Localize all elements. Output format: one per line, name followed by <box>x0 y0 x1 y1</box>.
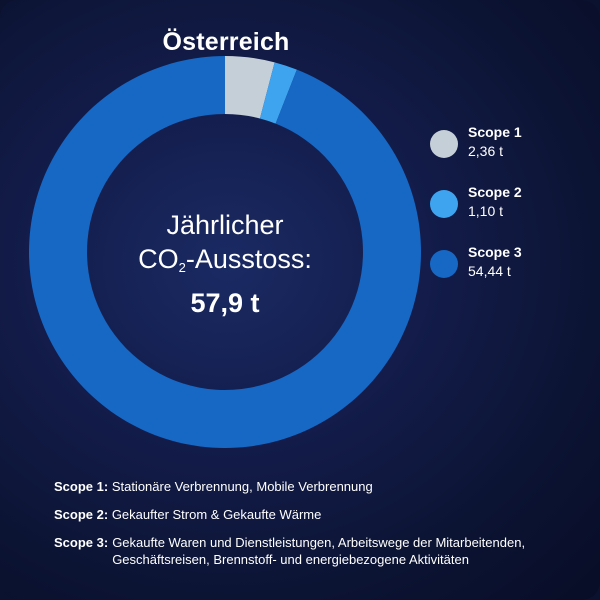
note-scope-3: Scope 3: Gekaufte Waren und Dienstleistu… <box>54 534 594 568</box>
legend-value: 1,10 t <box>468 203 504 219</box>
total-value: 57,9 t <box>190 288 260 318</box>
co2-prefix: CO <box>138 244 179 274</box>
note-label: Scope 1: <box>54 479 109 494</box>
note-scope-2: Scope 2: Gekaufter Strom & Gekaufte Wärm… <box>54 506 594 523</box>
donut-slice-scope-3 <box>28 55 422 448</box>
note-scope-1: Scope 1: Stationäre Verbrennung, Mobile … <box>54 478 594 495</box>
legend-label: Scope 2 <box>468 184 522 200</box>
note-label: Scope 2: <box>54 507 109 522</box>
chart-title: Österreich <box>162 28 290 56</box>
note-text: Gekaufter Strom & Gekaufte Wärme <box>111 507 322 522</box>
donut-slice-scope-2 <box>259 62 297 124</box>
legend-label: Scope 3 <box>468 244 522 260</box>
center-line-1: Jährlicher <box>166 210 284 240</box>
center-line-2: CO2-Ausstoss: <box>110 242 340 285</box>
legend-swatch <box>430 190 458 218</box>
scope-notes: Scope 1: Stationäre Verbrennung, Mobile … <box>54 478 594 579</box>
legend-swatch <box>430 130 458 158</box>
note-text: Stationäre Verbrennung, Mobile Verbrennu… <box>111 479 373 494</box>
co2-suffix: -Ausstoss: <box>185 244 312 274</box>
legend-value: 2,36 t <box>468 143 504 159</box>
note-label: Scope 3: <box>54 535 109 550</box>
co2-subscript: 2 <box>178 260 186 275</box>
legend-value: 54,44 t <box>468 263 511 279</box>
donut-slice-scope-1 <box>225 56 275 119</box>
center-label: Jährlicher CO2-Ausstoss: 57,9 t <box>110 208 340 321</box>
legend-label: Scope 1 <box>468 124 522 140</box>
note-text: Gekaufte Waren und Dienstleistungen, Arb… <box>112 535 526 567</box>
legend-swatch <box>430 250 458 278</box>
